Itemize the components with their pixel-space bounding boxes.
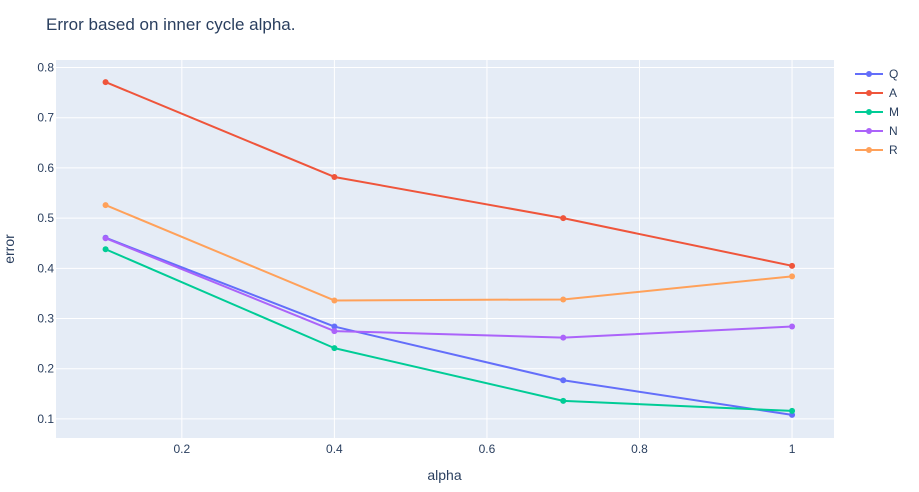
x-tick-label: 0.4 <box>326 442 343 456</box>
y-tick-label: 0.6 <box>37 161 54 175</box>
series-line <box>105 204 793 302</box>
series-line <box>105 81 793 267</box>
x-tick-label: 1 <box>789 442 796 456</box>
y-gridlines <box>56 67 834 420</box>
data-point[interactable] <box>102 202 109 209</box>
data-point[interactable] <box>789 273 796 280</box>
legend-marker <box>866 90 872 96</box>
series-line <box>105 248 793 412</box>
data-point[interactable] <box>102 79 109 86</box>
chart-title: Error based on inner cycle alpha. <box>46 15 295 34</box>
legend-item-m[interactable]: M <box>855 105 899 119</box>
legend-item-n[interactable]: N <box>855 124 898 138</box>
legend-label: R <box>889 143 898 157</box>
y-tick-label: 0.1 <box>37 412 54 426</box>
x-tick-label: 0.6 <box>479 442 496 456</box>
data-point[interactable] <box>331 328 338 335</box>
legend-marker <box>866 147 872 153</box>
data-point[interactable] <box>331 323 338 330</box>
series-r <box>102 202 796 304</box>
y-tick-label: 0.3 <box>37 312 54 326</box>
data-point[interactable] <box>560 397 567 404</box>
legend-marker <box>866 109 872 115</box>
data-point[interactable] <box>789 407 796 414</box>
legend-marker <box>866 128 872 134</box>
legend-label: A <box>889 86 897 100</box>
x-tick-label: 0.2 <box>174 442 191 456</box>
legend-item-q[interactable]: Q <box>855 67 898 81</box>
y-tick-label: 0.2 <box>37 362 54 376</box>
legend-label: N <box>889 124 898 138</box>
data-point[interactable] <box>560 334 567 341</box>
series-line <box>105 237 793 339</box>
y-tick-label: 0.4 <box>37 261 54 275</box>
y-tick-labels: 0.1 0.2 0.3 0.4 0.5 0.6 0.7 0.8 <box>37 61 54 426</box>
x-tick-label: 0.8 <box>631 442 648 456</box>
series-a <box>102 79 796 269</box>
data-point[interactable] <box>789 323 796 330</box>
data-point[interactable] <box>560 296 567 303</box>
series-m <box>102 246 796 414</box>
data-point[interactable] <box>102 235 109 242</box>
data-point[interactable] <box>560 377 567 384</box>
legend-label: Q <box>889 67 898 81</box>
series-layer <box>102 79 796 418</box>
x-axis-label: alpha <box>427 467 461 483</box>
data-point[interactable] <box>789 262 796 269</box>
y-tick-label: 0.5 <box>37 211 54 225</box>
legend-item-r[interactable]: R <box>855 143 898 157</box>
series-line <box>105 236 793 416</box>
data-point[interactable] <box>331 297 338 304</box>
y-tick-label: 0.7 <box>37 111 54 125</box>
x-tick-labels: 0.2 0.4 0.6 0.8 1 <box>174 442 796 456</box>
plot-area <box>56 60 834 438</box>
legend-marker <box>866 71 872 77</box>
y-tick-label: 0.8 <box>37 61 54 75</box>
data-point[interactable] <box>331 345 338 352</box>
data-point[interactable] <box>560 215 567 222</box>
legend-label: M <box>889 105 899 119</box>
data-point[interactable] <box>102 246 109 253</box>
y-axis-label: error <box>1 234 17 264</box>
data-point[interactable] <box>331 173 338 180</box>
series-n <box>102 235 796 341</box>
x-gridlines <box>181 60 793 438</box>
legend-item-a[interactable]: A <box>855 86 897 100</box>
